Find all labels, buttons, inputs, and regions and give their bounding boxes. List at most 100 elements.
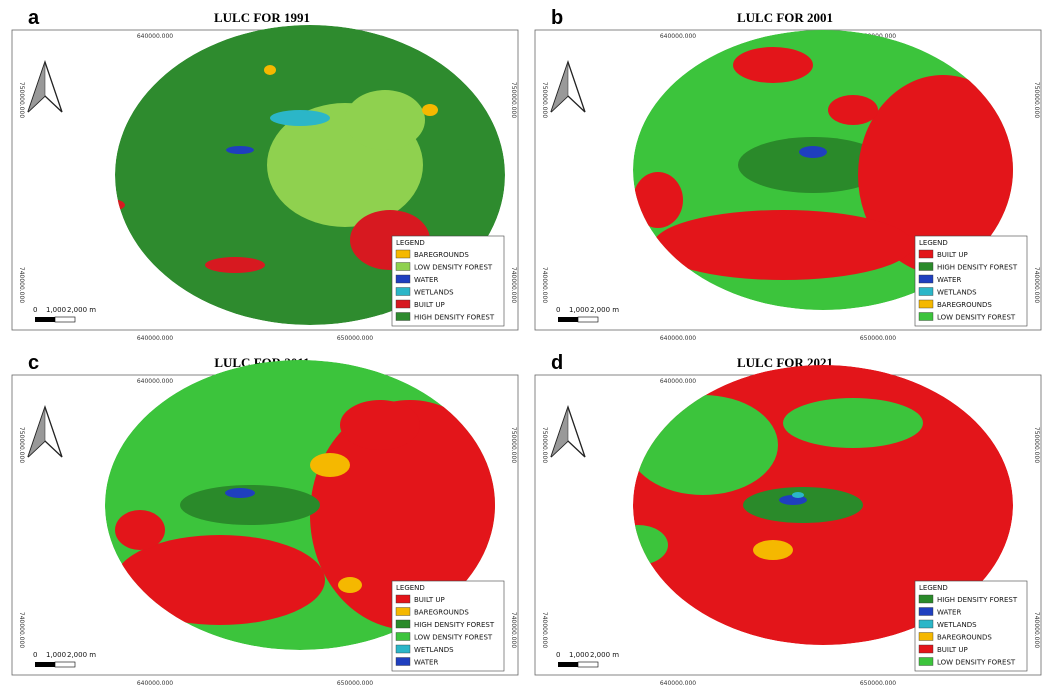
- y-coord-right: 750000.000: [1033, 82, 1040, 118]
- legend-swatch: [396, 633, 410, 641]
- scale-bar-dark: [558, 317, 578, 322]
- x-coord-bottom: 650000.000: [337, 680, 373, 687]
- legend-swatch: [919, 313, 933, 321]
- legend-swatch: [396, 620, 410, 628]
- scale-label: 0: [556, 651, 560, 659]
- scale-bar-light: [578, 662, 598, 667]
- legend-label: HIGH DENSITY FOREST: [937, 264, 1018, 272]
- y-coord-left: 750000.000: [18, 82, 25, 118]
- y-coord-right: 740000.000: [1033, 612, 1040, 648]
- legend-label: BAREGROUNDS: [937, 634, 992, 642]
- legend-title: LEGEND: [396, 584, 425, 592]
- legend-label: LOW DENSITY FOREST: [414, 264, 493, 272]
- y-coord-right: 750000.000: [510, 427, 517, 463]
- scale-label: 1,000: [46, 306, 66, 314]
- land-cover-patch: [345, 90, 425, 150]
- legend-label: WETLANDS: [414, 646, 454, 654]
- x-coord-bottom: 640000.000: [137, 680, 173, 687]
- scale-label: 1,000: [569, 651, 589, 659]
- scale-label: 0: [33, 651, 37, 659]
- y-coord-left: 740000.000: [18, 612, 25, 648]
- scale-bar-dark: [558, 662, 578, 667]
- legend-label: WETLANDS: [937, 621, 977, 629]
- land-cover-patch: [753, 540, 793, 560]
- legend-swatch: [396, 645, 410, 653]
- panel-letter: b: [551, 7, 563, 29]
- legend-swatch: [919, 250, 933, 258]
- y-coord-left: 750000.000: [18, 427, 25, 463]
- y-coord-right: 740000.000: [1033, 267, 1040, 303]
- legend-swatch: [919, 300, 933, 308]
- land-cover-patch: [340, 400, 420, 450]
- legend-swatch: [396, 658, 410, 666]
- map-panel: dLULC FOR 2021640000.000640000.000650000…: [535, 352, 1041, 687]
- legend-label: LOW DENSITY FOREST: [937, 659, 1016, 667]
- map-title: LULC FOR 1991: [214, 10, 310, 25]
- legend-title: LEGEND: [919, 584, 948, 592]
- legend-swatch: [919, 633, 933, 641]
- legend-label: WETLANDS: [414, 289, 454, 297]
- land-cover-patch: [310, 453, 350, 477]
- legend-swatch: [919, 595, 933, 603]
- scale-label: 2,000 m: [590, 306, 619, 314]
- legend-label: LOW DENSITY FOREST: [414, 634, 493, 642]
- scale-bar-light: [578, 317, 598, 322]
- land-cover-patch: [338, 577, 362, 593]
- legend-label: WATER: [414, 276, 438, 284]
- scale-label: 0: [33, 306, 37, 314]
- scale-label: 2,000 m: [67, 651, 96, 659]
- y-coord-left: 750000.000: [541, 427, 548, 463]
- legend-swatch: [396, 595, 410, 603]
- map-title: LULC FOR 2001: [737, 10, 833, 25]
- legend-label: HIGH DENSITY FOREST: [937, 596, 1018, 604]
- legend-swatch: [396, 288, 410, 296]
- y-coord-right: 740000.000: [510, 267, 517, 303]
- scale-bar-light: [55, 662, 75, 667]
- legend-label: BUILT UP: [937, 646, 968, 654]
- scale-bar-dark: [35, 662, 55, 667]
- panel-letter: d: [551, 352, 563, 374]
- legend-label: HIGH DENSITY FOREST: [414, 621, 495, 629]
- land-cover-patch: [828, 95, 878, 125]
- land-cover-patch: [653, 210, 913, 280]
- y-coord-right: 750000.000: [510, 82, 517, 118]
- land-cover-patch: [792, 492, 804, 498]
- land-cover-patch: [783, 398, 923, 448]
- panel-letter: c: [28, 352, 39, 374]
- x-coord-bottom: 640000.000: [660, 335, 696, 342]
- figure: aLULC FOR 1991640000.000640000.000650000…: [0, 0, 1047, 690]
- land-cover-patch: [115, 510, 165, 550]
- legend-swatch: [396, 608, 410, 616]
- scale-bar-light: [55, 317, 75, 322]
- legend-label: BUILT UP: [414, 301, 445, 309]
- y-coord-right: 750000.000: [1033, 427, 1040, 463]
- y-coord-left: 740000.000: [541, 612, 548, 648]
- y-coord-left: 750000.000: [541, 82, 548, 118]
- x-coord-top: 640000.000: [660, 378, 696, 385]
- legend-label: WATER: [937, 609, 961, 617]
- legend-label: WATER: [937, 276, 961, 284]
- scale-label: 2,000 m: [67, 306, 96, 314]
- land-cover-patch: [270, 110, 330, 126]
- x-coord-bottom: 640000.000: [137, 335, 173, 342]
- legend-label: WETLANDS: [937, 289, 977, 297]
- land-cover-patch: [799, 146, 827, 158]
- y-coord-right: 740000.000: [510, 612, 517, 648]
- x-coord-bottom: 650000.000: [860, 335, 896, 342]
- land-cover-patch: [264, 65, 276, 75]
- legend-swatch: [396, 275, 410, 283]
- map-panel: b LULC FOR 2001 640000.000 640000.000 650000…: [535, 7, 1041, 342]
- land-cover-patch: [205, 257, 265, 273]
- legend-swatch: [919, 608, 933, 616]
- legend-title: LEGEND: [396, 239, 425, 247]
- scale-label: 1,000: [46, 651, 66, 659]
- land-cover-patch: [422, 104, 438, 116]
- x-coord-top: 640000.000: [660, 33, 696, 40]
- legend-swatch: [396, 300, 410, 308]
- legend-label: HIGH DENSITY FOREST: [414, 314, 495, 322]
- x-coord-bottom: 650000.000: [860, 680, 896, 687]
- legend-swatch: [919, 645, 933, 653]
- legend-swatch: [919, 263, 933, 271]
